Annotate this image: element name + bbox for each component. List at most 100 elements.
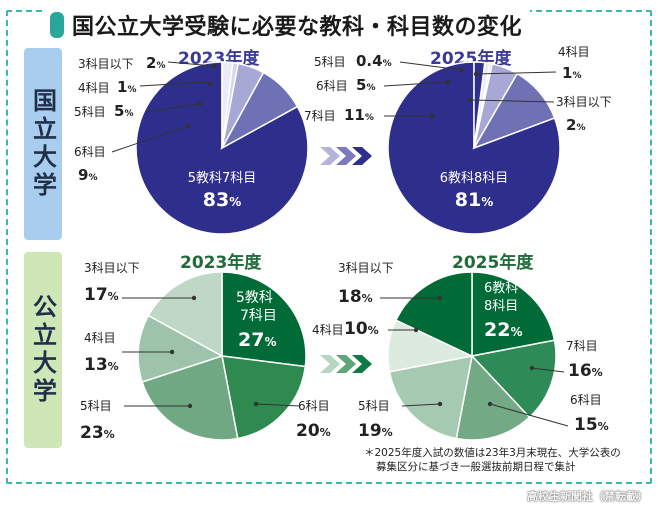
leader-line — [469, 99, 555, 103]
leader-line — [475, 71, 557, 75]
leader-dot — [459, 67, 465, 73]
callout-labels: 5教科 7科目 83% 3科目以下 2% 4科目 1% 5科目 5% 6科目 9% 6教科8科目 81%… — [74, 45, 612, 443]
pie-slice — [147, 271, 223, 358]
leader-dot — [429, 113, 435, 119]
pie-slice — [137, 314, 224, 383]
side-label-public: 公立大学 — [24, 252, 62, 448]
leader-dot — [185, 123, 191, 129]
pie-national-2023 — [135, 61, 309, 235]
leader-dot — [191, 295, 197, 301]
callout-label: 5科目 — [74, 105, 106, 119]
main-slice-label: 6教科 — [484, 280, 518, 296]
callout-value: 1% — [117, 78, 136, 96]
callout-label: 6科目 — [298, 399, 330, 413]
leader-dot — [413, 327, 419, 333]
leader-dot — [529, 365, 535, 371]
title-marker — [50, 12, 64, 38]
leader-dot — [437, 295, 443, 301]
callout-value: 19% — [358, 421, 393, 441]
main-slice-label: 5教科 — [236, 290, 273, 306]
leader-dot — [207, 81, 213, 87]
callout-value: 9% — [78, 166, 97, 184]
callout-label: 5科目 — [80, 399, 112, 413]
leader-dot — [437, 401, 443, 407]
leader-line — [399, 61, 463, 71]
callout-label: 5科目 — [314, 55, 346, 69]
chevron-arrow-icon — [352, 147, 372, 165]
leader-dot — [211, 63, 217, 69]
callout-label: 3科目以下 — [338, 261, 394, 275]
callout-label: 4科目 — [558, 45, 590, 59]
pie-slice — [221, 271, 307, 368]
pie-slice — [473, 61, 486, 149]
pie-national-2025 — [387, 61, 561, 235]
callout-label: 4科目 — [312, 323, 344, 337]
callout-label: 5科目 — [358, 399, 390, 413]
year-label-public-2023: 2023年度 — [180, 253, 262, 273]
outer-frame: 国公立大学受験に必要な教科・科目数の変化 — [6, 10, 652, 484]
callout-value: 5% — [356, 76, 375, 94]
pie-slice — [470, 339, 557, 419]
leader-dot — [467, 97, 473, 103]
pie-slice — [394, 271, 473, 358]
pie-slice — [221, 61, 234, 149]
leader-dot — [197, 101, 203, 107]
chevron-arrow-icon — [336, 147, 356, 165]
callout-value: 20% — [296, 421, 331, 441]
callout-label: 4科目 — [84, 331, 116, 345]
leader-dot — [445, 79, 451, 85]
callout-value: 18% — [338, 287, 373, 307]
main-slice-value: 81% — [455, 189, 493, 211]
leader-dot — [187, 403, 193, 409]
callout-value: 17% — [84, 285, 119, 305]
callout-value: 5% — [114, 102, 133, 120]
chevron-arrow-icon — [320, 355, 340, 373]
main-slice-label: 6教科8科目 — [440, 170, 509, 186]
main-slice-value: 83% — [203, 189, 241, 211]
pie-slice — [471, 271, 556, 357]
callout-value: 0.4% — [356, 52, 392, 70]
callout-value: 2% — [146, 54, 165, 72]
leader-dot — [473, 71, 479, 77]
side-label-national: 国立大学 — [24, 48, 62, 240]
callout-label: 7科目 — [566, 339, 598, 353]
callout-value: 15% — [574, 415, 609, 435]
pie-slice — [141, 355, 239, 441]
transition-arrows — [320, 147, 372, 373]
pie-slice — [221, 355, 307, 440]
main-slice-value: 22% — [484, 319, 522, 341]
callout-value: 13% — [84, 355, 119, 375]
callout-label: 7科目 — [304, 109, 336, 123]
pie-slice — [388, 355, 473, 440]
callout-label: 4科目 — [78, 81, 110, 95]
callout-value: 1% — [562, 64, 581, 82]
callout-label: 3科目以下 — [84, 261, 140, 275]
leader-dot — [487, 401, 493, 407]
callout-label: 6科目 — [74, 145, 106, 159]
callout-label: 3科目以下 — [78, 57, 134, 71]
footnote-line-1: ＊2025年度入試の数値は23年3月末現在、大学公表の — [364, 447, 621, 459]
callout-label: 6科目 — [316, 79, 348, 93]
leader-line — [401, 403, 441, 407]
callout-value: 11% — [344, 106, 374, 124]
footnote-line-2: 募集区分に基づき一般選抜前期日程で集計 — [376, 461, 576, 473]
callout-value: 16% — [568, 361, 603, 381]
callout-label: 3科目以下 — [556, 95, 612, 109]
page-title: 国公立大学受験に必要な教科・科目数の変化 — [72, 15, 523, 40]
title-bar: 国公立大学受験に必要な教科・科目数の変化 — [46, 10, 531, 40]
chevron-arrow-icon — [352, 355, 372, 373]
chevron-arrow-icon — [336, 355, 356, 373]
credit-text: 高校生新聞社（禁転載） — [527, 488, 648, 504]
leader-line — [383, 81, 449, 87]
leader-dot — [169, 349, 175, 355]
pie-public-2025 — [387, 271, 557, 441]
callout-value: 10% — [344, 319, 379, 339]
leader-line — [145, 103, 201, 113]
callout-value: 2% — [566, 116, 585, 134]
leader-line — [531, 367, 565, 373]
pie-public-2023 — [137, 271, 307, 441]
leader-line — [489, 403, 569, 427]
leader-line — [255, 403, 301, 407]
main-slice-value: 27% — [238, 329, 276, 351]
